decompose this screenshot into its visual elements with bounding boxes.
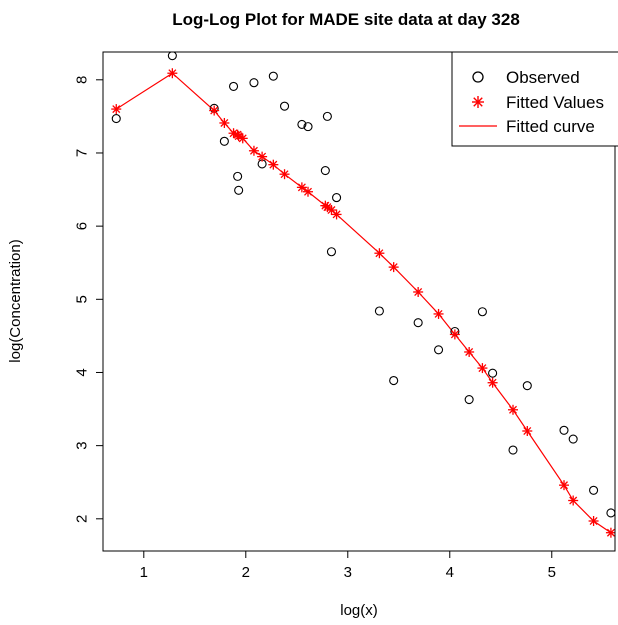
fitted-value-point (296, 182, 307, 193)
observed-point (568, 434, 578, 444)
observed-point (488, 368, 498, 378)
legend-fitted-values-label: Fitted Values (506, 93, 604, 112)
x-axis: 1 2 3 4 5 (140, 551, 556, 581)
fitted-value-point (588, 516, 599, 527)
fitted-value-point (559, 480, 570, 491)
observed-point (268, 71, 278, 81)
fitted-value-point (209, 105, 220, 116)
fitted-value-point (477, 363, 488, 374)
y-axis: 2 3 4 5 6 7 8 (73, 76, 103, 523)
observed-point (477, 307, 487, 317)
fitted-value-point (464, 346, 475, 357)
observed-point (249, 78, 259, 88)
fitted-value-point (167, 68, 178, 79)
x-axis-label: log(x) (340, 602, 378, 619)
fitted-value-point (237, 133, 248, 144)
fitted-value-point (279, 169, 290, 180)
fitted-value-point (522, 426, 533, 437)
observed-point (297, 119, 307, 129)
observed-point (279, 101, 290, 111)
fitted-value-point (508, 404, 519, 415)
fitted-value-point (303, 186, 314, 197)
x-tick-label: 2 (242, 564, 250, 581)
observed-point (326, 247, 337, 257)
legend-observed-marker (472, 71, 484, 83)
fitted-value-point (111, 104, 122, 115)
legend-observed-label: Observed (506, 68, 580, 87)
observed-point (322, 111, 332, 121)
legend-fitted-curve-label: Fitted curve (506, 117, 595, 136)
fitted-value-point (326, 205, 337, 216)
observed-point (167, 52, 177, 61)
fitted-value-point (487, 377, 498, 388)
fitted-value-point (433, 308, 444, 319)
y-tick-label: 8 (73, 76, 90, 84)
legend-fitted-values-marker (472, 96, 484, 108)
observed-point (413, 318, 423, 328)
plot-frame (102, 51, 616, 552)
observed-point (374, 306, 384, 316)
observed-point (320, 165, 330, 176)
fitted-value-point (568, 495, 579, 506)
observed-point (589, 485, 599, 495)
y-tick-label: 2 (73, 515, 90, 523)
fitted-value-point (257, 151, 268, 162)
fitted-value-point (374, 248, 385, 259)
fitted-value-point (219, 117, 230, 128)
observed-point (464, 394, 474, 405)
observed-point (434, 345, 444, 355)
fitted-value-point (268, 159, 279, 170)
observed-point (522, 381, 532, 391)
observed-point (234, 185, 244, 195)
fitted-value-point (248, 145, 259, 156)
legend-box (451, 51, 618, 147)
observed-point (332, 193, 342, 203)
fitted-value-point (413, 286, 424, 297)
y-tick-label: 3 (73, 441, 90, 449)
observed-point (303, 122, 313, 132)
y-tick-label: 7 (73, 149, 90, 157)
x-tick-label: 1 (140, 564, 148, 581)
x-tick-label: 3 (344, 564, 352, 581)
y-tick-label: 5 (73, 295, 90, 303)
x-tick-label: 5 (548, 564, 556, 581)
legend: Observed Fitted Values Fitted curve (451, 51, 618, 147)
fitted-value-point (605, 527, 615, 538)
observed-point (228, 81, 239, 91)
chart-title: Log-Log Plot for MADE site data at day 3… (172, 10, 520, 29)
observed-point (508, 445, 518, 455)
observed-point (219, 136, 229, 146)
y-tick-label: 4 (73, 368, 90, 376)
observed-point (559, 425, 569, 435)
y-axis-label: log(Concentration) (7, 239, 24, 362)
fitted-value-point (449, 329, 460, 340)
y-tick-label: 6 (73, 222, 90, 230)
fitted-value-point (388, 262, 399, 273)
fitted-value-point (331, 209, 342, 220)
observed-point (606, 508, 615, 518)
observed-point (389, 375, 399, 386)
observed-point (111, 114, 121, 124)
observed-point (233, 171, 243, 181)
x-tick-label: 4 (446, 564, 454, 581)
